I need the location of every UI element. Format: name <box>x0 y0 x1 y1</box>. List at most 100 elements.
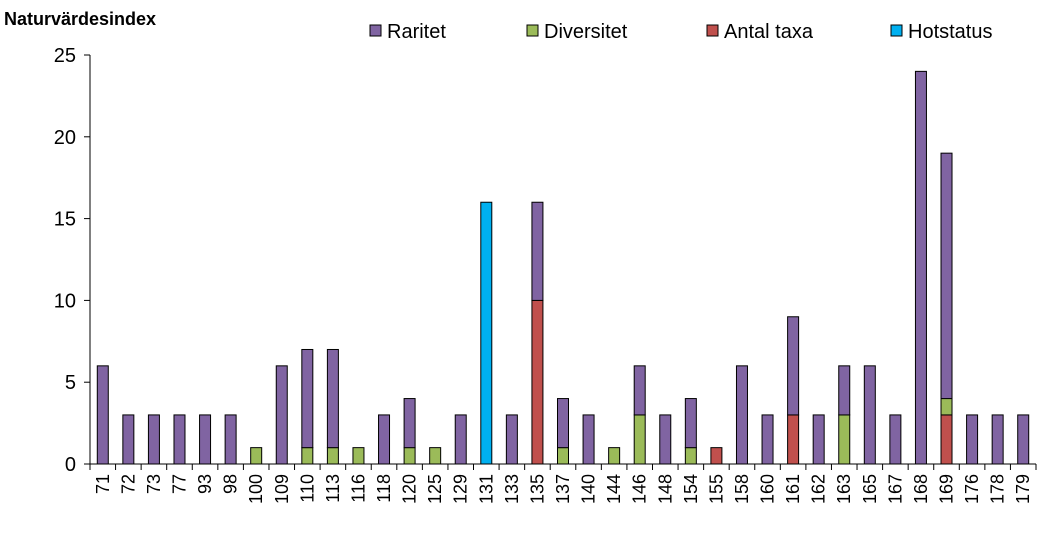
bar-segment-raritet <box>863 365 876 465</box>
legend-swatch <box>706 24 719 37</box>
bar-segment-raritet <box>505 414 518 465</box>
x-tick-label: 146 <box>630 474 650 504</box>
x-tick-label: 131 <box>476 474 496 504</box>
y-tick-label: 20 <box>54 127 76 149</box>
bar-segment-hotstatus <box>480 201 493 465</box>
bar-segment-diversitet <box>608 447 621 465</box>
bar-segment-raritet <box>889 414 902 465</box>
bar-segment-diversitet <box>352 447 365 465</box>
x-tick-label: 158 <box>732 474 752 504</box>
x-tick-label: 140 <box>579 474 599 504</box>
x-tick-label: 133 <box>502 474 522 504</box>
bar-segment-raritet <box>787 316 800 416</box>
bar-segment-diversitet <box>429 447 442 465</box>
legend-label: Diversitet <box>544 21 628 43</box>
bar-segment-raritet <box>838 365 851 416</box>
x-tick-label: 163 <box>834 474 854 504</box>
x-tick-label: 100 <box>246 474 266 504</box>
x-tick-label: 93 <box>195 474 215 494</box>
bar-segment-antal-taxa <box>531 299 544 465</box>
x-tick-label: 162 <box>809 474 829 504</box>
bar-segment-raritet <box>301 348 314 449</box>
legend-swatch <box>369 24 382 37</box>
y-tick-label: 10 <box>54 290 76 312</box>
x-tick-label: 98 <box>221 474 241 494</box>
bar-segment-diversitet <box>326 447 339 465</box>
bar-segment-raritet <box>659 414 672 465</box>
bar-segment-raritet <box>275 365 288 465</box>
bar-segment-raritet <box>531 201 544 301</box>
bar-segment-antal-taxa <box>940 414 953 465</box>
x-tick-label: 118 <box>374 474 394 503</box>
bar-segment-raritet <box>966 414 979 465</box>
bar-segment-diversitet <box>838 414 851 465</box>
bar-segment-raritet <box>557 398 569 449</box>
x-tick-label: 144 <box>604 474 624 504</box>
legend-swatch <box>526 24 539 37</box>
x-tick-label: 155 <box>706 474 726 504</box>
x-axis: 71 72 73 77 93 98 100 109 110 113 116 118 120 125 129 1… <box>89 463 1037 504</box>
x-tick-label: 160 <box>758 474 778 504</box>
x-tick-label: 161 <box>783 474 803 504</box>
bar-segment-raritet <box>224 414 237 465</box>
legend-label: Antal taxa <box>724 21 814 43</box>
bar-segment-raritet <box>96 365 109 465</box>
bar-segment-raritet <box>326 348 339 449</box>
bar-segment-diversitet <box>301 447 314 465</box>
bar-segment-diversitet <box>557 447 569 465</box>
bar-segment-raritet <box>173 414 186 465</box>
bar-segment-raritet <box>940 152 953 400</box>
bar-segment-diversitet <box>403 447 416 465</box>
bar-segment-raritet <box>812 414 825 465</box>
x-tick-label: 148 <box>655 474 675 504</box>
x-tick-label: 167 <box>885 474 905 504</box>
bar-segment-raritet <box>403 398 416 449</box>
bar-segment-diversitet <box>684 447 697 465</box>
y-tick-label: 15 <box>54 209 76 231</box>
bar-segment-raritet <box>914 70 927 465</box>
bar-segment-raritet <box>582 414 595 465</box>
y-tick-label: 25 <box>54 45 76 67</box>
bar-segment-diversitet <box>940 398 953 416</box>
bar-segment-raritet <box>1017 414 1030 465</box>
bar-segment-raritet <box>761 414 774 465</box>
x-tick-label: 77 <box>169 474 189 494</box>
bar-segment-diversitet <box>633 414 646 465</box>
bar-segment-diversitet <box>250 447 263 465</box>
y-tick-label: 0 <box>65 454 76 476</box>
bar-segment-antal-taxa <box>710 447 723 465</box>
chart-title: Naturvärdesindex <box>4 9 156 29</box>
x-tick-label: 137 <box>553 474 573 504</box>
x-tick-label: 125 <box>425 474 445 504</box>
bar-segment-raritet <box>147 414 160 465</box>
bar-segment-raritet <box>454 414 467 465</box>
x-tick-label: 168 <box>911 474 931 504</box>
bar-segment-raritet <box>735 365 748 465</box>
x-tick-label: 73 <box>144 474 164 494</box>
x-tick-label: 109 <box>272 474 292 504</box>
x-tick-label: 129 <box>451 474 471 504</box>
x-tick-label: 135 <box>527 474 547 504</box>
bars <box>96 70 1030 465</box>
x-tick-label: 169 <box>937 474 957 504</box>
x-tick-label: 120 <box>400 474 420 504</box>
x-tick-label: 178 <box>988 474 1008 504</box>
y-tick-label: 5 <box>65 372 76 394</box>
x-tick-label: 110 <box>297 474 317 503</box>
bar-segment-raritet <box>199 414 212 465</box>
bar-segment-antal-taxa <box>787 414 800 465</box>
legend: Raritet Diversitet Antal taxa Hotstatus <box>369 21 992 43</box>
x-tick-label: 116 <box>348 474 368 503</box>
bar-segment-raritet <box>122 414 135 465</box>
bar-segment-raritet <box>684 398 697 449</box>
legend-swatch <box>890 24 903 37</box>
x-tick-label: 154 <box>681 474 701 504</box>
bar-segment-raritet <box>991 414 1004 465</box>
bar-segment-raritet <box>633 365 646 416</box>
x-tick-label: 113 <box>323 474 343 503</box>
x-tick-label: 176 <box>962 474 982 504</box>
bar-segment-raritet <box>378 414 391 465</box>
x-tick-label: 71 <box>93 474 113 494</box>
y-axis: 0 5 10 15 20 25 <box>54 45 91 476</box>
